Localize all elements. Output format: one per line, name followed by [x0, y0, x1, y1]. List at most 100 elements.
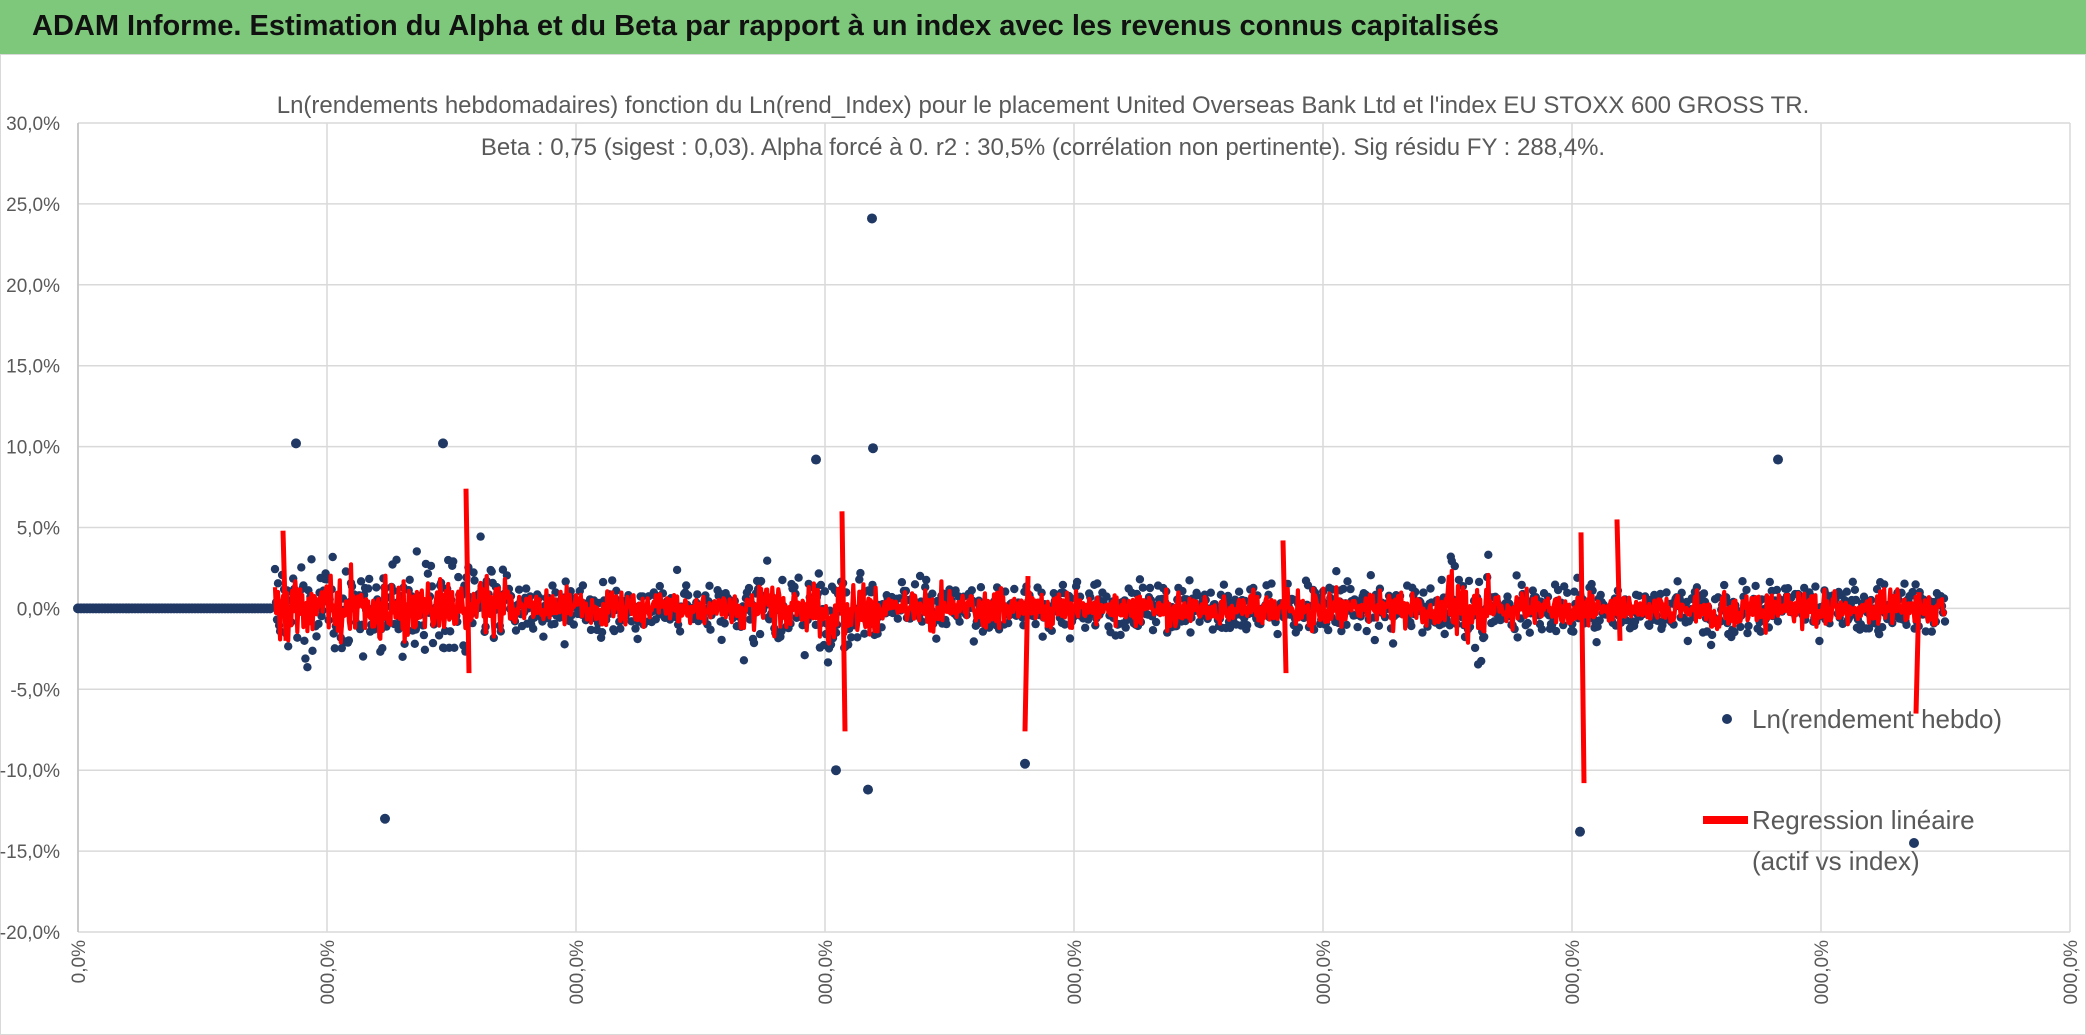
scatter-point: [1848, 577, 1858, 586]
y-tick-label: 20,0%: [6, 276, 60, 297]
scatter-point: [301, 654, 310, 663]
scatter-point: [514, 585, 524, 594]
legend-scatter-marker: [1722, 714, 1732, 724]
scatter-point: [1437, 575, 1446, 585]
scatter-point: [1537, 625, 1547, 634]
scatter-point: [1742, 585, 1751, 595]
y-tick-label: 5,0%: [17, 519, 60, 540]
scatter-point-outlier: [868, 443, 878, 454]
scatter-point: [365, 574, 374, 584]
scatter-point: [1517, 580, 1526, 590]
scatter-point: [1513, 633, 1522, 642]
scatter-series: [73, 213, 1950, 849]
scatter-point: [1673, 577, 1682, 586]
scatter-point: [814, 569, 823, 578]
scatter-point: [1699, 589, 1709, 598]
scatter-point: [922, 575, 931, 585]
scatter-point: [675, 627, 685, 636]
scatter-point: [476, 532, 485, 541]
scatter-point: [1332, 567, 1341, 576]
regression-spike: [1578, 532, 1587, 784]
scatter-point: [423, 569, 433, 578]
scatter-point: [308, 646, 317, 655]
y-tick-label: 15,0%: [6, 357, 60, 378]
regression-spike: [1022, 575, 1031, 732]
scatter-point: [763, 556, 772, 565]
scatter-point: [569, 620, 578, 629]
scatter-point: [1738, 577, 1747, 586]
scatter-point: [739, 656, 749, 665]
scatter-point: [800, 651, 809, 660]
scatter-point: [955, 617, 964, 626]
scatter-point: [1940, 617, 1950, 626]
scatter-point: [1773, 617, 1783, 626]
gridlines: [77, 122, 2071, 933]
scatter-point: [1093, 579, 1102, 588]
scatter-point: [412, 547, 421, 556]
scatter-point: [717, 635, 726, 645]
scatter-point: [928, 589, 937, 598]
scatter-point: [755, 629, 765, 639]
scatter-point: [337, 643, 346, 653]
scatter-point: [1370, 635, 1380, 645]
scatter-point: [539, 632, 548, 641]
scatter-point: [744, 583, 754, 593]
scatter-point: [1267, 579, 1276, 588]
legend-regression-label-1: Regression linéaire: [1752, 805, 1975, 835]
scatter-point: [915, 571, 925, 581]
regression-spike: [1614, 519, 1623, 641]
scatter-point: [1208, 625, 1218, 634]
scatter-point: [405, 575, 414, 584]
scatter-point-outlier: [867, 213, 877, 224]
scatter-point: [1523, 618, 1533, 628]
scatter-point: [1234, 587, 1244, 596]
scatter-point: [550, 619, 559, 629]
scatter-point: [749, 638, 759, 648]
y-tick-label: -20,0%: [0, 923, 60, 944]
scatter-point: [967, 586, 976, 595]
y-tick-label: 10,0%: [6, 438, 60, 459]
regression-spike: [1280, 540, 1289, 674]
scatter-point: [410, 639, 419, 648]
scatter-point: [942, 619, 951, 629]
scatter-point: [1225, 623, 1235, 633]
scatter-point: [487, 567, 496, 576]
scatter-point: [1563, 588, 1572, 597]
scatter-point: [1743, 628, 1752, 638]
y-tick-label: 25,0%: [6, 195, 60, 216]
scatter-point: [522, 584, 531, 593]
scatter-point: [1366, 571, 1376, 580]
scatter-point: [1151, 617, 1161, 627]
scatter-point: [672, 565, 682, 575]
scatter-point: [897, 578, 907, 587]
scatter-point: [398, 652, 407, 661]
x-axis-tick-labels: 0,0% 000,0% 000,0% 000,0% 000,0% 000,0% 000,0%…: [69, 940, 2082, 1005]
scatter-point: [548, 581, 557, 590]
scatter-point: [358, 652, 368, 661]
scatter-point: [1058, 580, 1068, 590]
scatter-point: [1407, 621, 1416, 631]
scatter-point: [529, 624, 538, 633]
scatter-point: [794, 573, 803, 582]
scatter-point: [1477, 656, 1486, 666]
scatter-point: [1596, 590, 1605, 600]
scatter-point: [1484, 550, 1493, 559]
scatter-point: [597, 628, 607, 637]
scatter-point: [312, 632, 321, 641]
chart-subtitle: Beta : 0,75 (sigest : 0,03). Alpha forcé…: [480, 134, 1606, 161]
scatter-point: [1072, 577, 1082, 587]
scatter-point: [469, 568, 478, 577]
regression-spike: [280, 530, 289, 641]
scatter-point: [330, 644, 339, 653]
scatter-point: [434, 631, 444, 640]
legend-scatter-label: Ln(rendement hebdo): [1752, 704, 2003, 734]
scatter-point: [1474, 577, 1484, 587]
scatter-point: [1744, 621, 1753, 631]
scatter-point: [855, 575, 864, 584]
scatter-point: [705, 581, 714, 590]
report-banner: ADAM Informe. Estimation du Alpha et du …: [0, 0, 2086, 54]
scatter-point: [578, 581, 588, 590]
scatter-point: [1811, 582, 1820, 591]
scatter-point: [1243, 621, 1252, 630]
scatter-point: [1145, 583, 1155, 593]
